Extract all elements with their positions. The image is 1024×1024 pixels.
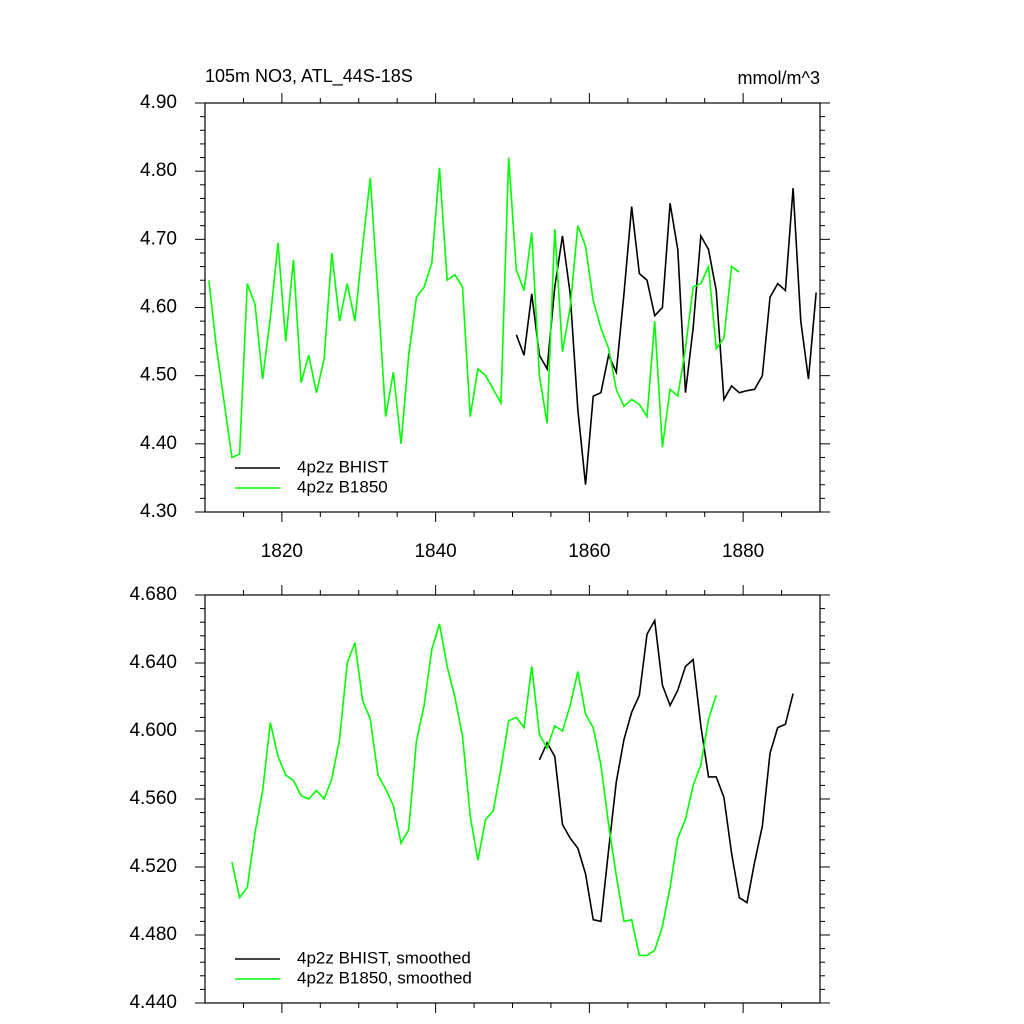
y-tick-label: 4.50 <box>140 365 177 386</box>
chart-title: 105m NO3, ATL_44S-18S <box>205 66 413 87</box>
legend-label: 4p2z B1850 <box>297 477 388 496</box>
y-tick-label: 4.560 <box>129 788 177 809</box>
y-tick-label: 4.40 <box>140 433 177 454</box>
y-tick-label: 4.90 <box>140 92 177 113</box>
y-tick-label: 4.70 <box>140 228 177 249</box>
x-tick-label: 1820 <box>261 541 303 562</box>
y-tick-label: 4.440 <box>129 992 177 1013</box>
x-tick-label: 1880 <box>722 541 764 562</box>
series-line <box>538 617 794 923</box>
y-tick-label: 4.80 <box>140 160 177 181</box>
series-line <box>231 623 717 957</box>
series-line <box>515 188 817 485</box>
y-tick-label: 4.640 <box>129 652 177 673</box>
y-tick-label: 4.60 <box>140 297 177 318</box>
y-tick-label: 4.30 <box>140 501 177 522</box>
x-tick-label: 1860 <box>568 541 610 562</box>
series-line <box>208 157 740 459</box>
plot-frame <box>204 594 821 1004</box>
legend-label: 4p2z BHIST <box>297 457 389 476</box>
legend-label: 4p2z BHIST, smoothed <box>297 948 471 967</box>
x-tick-label: 1840 <box>414 541 456 562</box>
y-tick-label: 4.480 <box>129 924 177 945</box>
y-tick-label: 4.520 <box>129 856 177 877</box>
y-tick-label: 4.600 <box>129 720 177 741</box>
legend-label: 4p2z B1850, smoothed <box>297 968 472 987</box>
units-label: mmol/m^3 <box>738 68 820 88</box>
y-tick-label: 4.680 <box>129 584 177 605</box>
